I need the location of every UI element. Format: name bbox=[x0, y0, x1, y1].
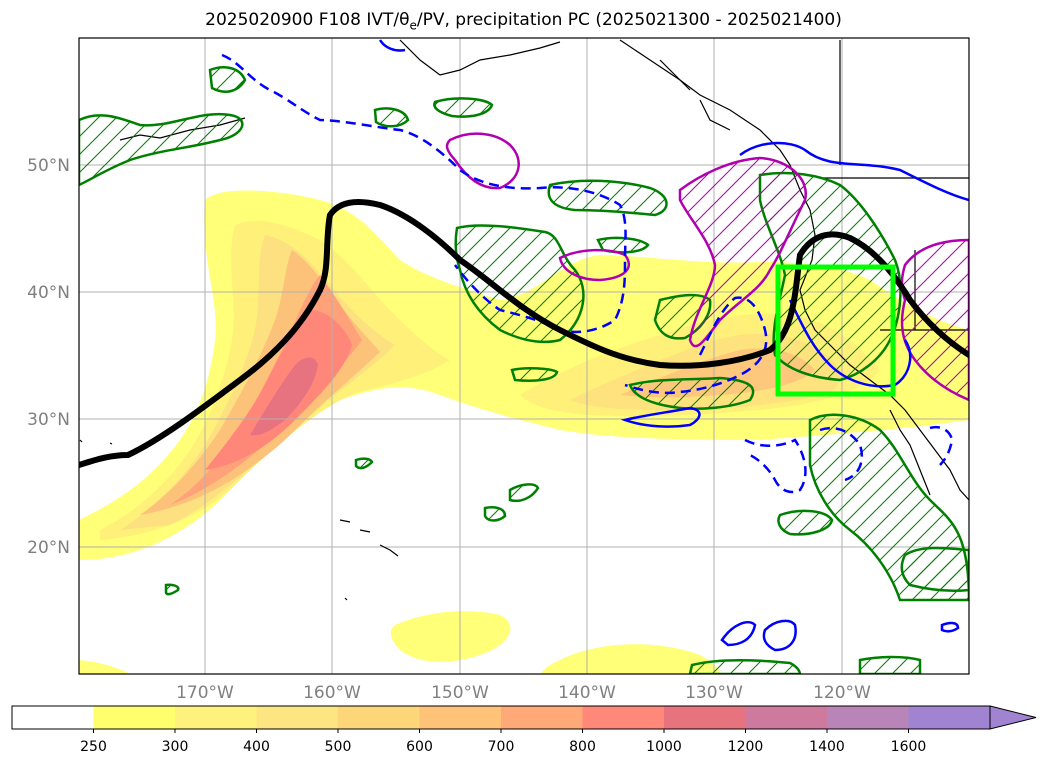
blue-solid-4 bbox=[720, 621, 757, 647]
colorbar-tick-label: 700 bbox=[488, 739, 515, 755]
colorbar: 250 300 400 500 600 700 800 1000 1200 1400 1600 bbox=[11, 705, 1037, 755]
magenta-contour-1 bbox=[445, 132, 520, 190]
blue-dashed-3 bbox=[744, 438, 807, 494]
lon-label-120w: 120°W bbox=[813, 683, 871, 703]
colorbar-tick-label: 1000 bbox=[646, 739, 682, 755]
colorbar-segment bbox=[501, 706, 583, 729]
ivt-main-1000 bbox=[250, 357, 318, 436]
lon-label-130w: 130°W bbox=[685, 683, 743, 703]
magenta-contour-2 bbox=[558, 248, 631, 282]
green-region-12 bbox=[433, 97, 494, 118]
colorbar-segment bbox=[256, 706, 339, 729]
colorbar-segment bbox=[908, 706, 991, 729]
green-region-7 bbox=[777, 509, 834, 536]
blue-solid-5 bbox=[762, 619, 797, 652]
colorbar-extend-arrow bbox=[989, 705, 1037, 730]
green-region-11 bbox=[858, 655, 922, 674]
longitude-labels: 170°W 160°W 150°W 140°W 130°W 120°W bbox=[176, 683, 871, 703]
green-region-4 bbox=[758, 171, 902, 382]
pv-contour-black bbox=[79, 199, 969, 468]
green-region-19 bbox=[354, 457, 374, 470]
blue-solid-3 bbox=[620, 406, 701, 428]
magenta-contour-3 bbox=[678, 156, 808, 348]
blue-solid-2 bbox=[788, 299, 912, 388]
green-region-15 bbox=[483, 506, 507, 522]
lat-label-20: 20°N bbox=[27, 538, 70, 558]
colorbar-tick-label: 500 bbox=[325, 739, 352, 755]
lon-label-140w: 140°W bbox=[558, 683, 616, 703]
colorbar-tick-label: 400 bbox=[243, 739, 270, 755]
magenta-contours bbox=[445, 132, 969, 402]
colorbar-segment bbox=[12, 706, 94, 729]
map-frame bbox=[78, 37, 970, 675]
colorbar-tick-label: 300 bbox=[162, 739, 189, 755]
green-region-14 bbox=[508, 483, 540, 503]
colorbar-segment bbox=[745, 706, 828, 729]
title-prefix: 2025020900 F108 IVT/θ bbox=[205, 10, 410, 30]
latitude-labels: 50°N 40°N 30°N 20°N bbox=[27, 156, 70, 558]
lon-label-170w: 170°W bbox=[176, 683, 234, 703]
colorbar-tick-label: 250 bbox=[80, 739, 107, 755]
title-suffix: /PV, precipitation PC (2025021300 - 2025… bbox=[416, 10, 842, 30]
green-hatch-regions bbox=[79, 66, 969, 674]
green-region-10 bbox=[688, 659, 802, 674]
lon-label-150w: 150°W bbox=[431, 683, 489, 703]
lat-label-30: 30°N bbox=[27, 410, 70, 430]
focus-box bbox=[775, 264, 896, 397]
blue-dashed-2 bbox=[624, 296, 768, 395]
colorbar-segment bbox=[827, 706, 909, 729]
green-region-16 bbox=[510, 367, 559, 382]
colorbar-segment bbox=[664, 706, 746, 729]
green-region-1 bbox=[79, 112, 244, 187]
colorbar-segment bbox=[582, 706, 665, 729]
colorbar-segment bbox=[175, 706, 257, 729]
map-area bbox=[79, 38, 969, 674]
lat-label-50: 50°N bbox=[27, 156, 70, 176]
colorbar-segment bbox=[419, 706, 502, 729]
colorbar-segment bbox=[93, 706, 176, 729]
colorbar-segment bbox=[338, 706, 420, 729]
green-region-8 bbox=[900, 546, 969, 593]
ivt-sw-250 bbox=[79, 660, 130, 674]
blue-solid-6 bbox=[940, 621, 960, 633]
colorbar-tick-label: 600 bbox=[406, 739, 433, 755]
green-region-2 bbox=[454, 224, 585, 344]
green-region-18 bbox=[164, 583, 180, 596]
blue-dashed-5 bbox=[929, 425, 954, 466]
lat-label-40: 40°N bbox=[27, 283, 70, 303]
green-region-9 bbox=[628, 376, 755, 410]
colorbar-tick-label: 1400 bbox=[809, 739, 845, 755]
colorbar-tick-label: 800 bbox=[569, 739, 596, 755]
map-title: 2025020900 F108 IVT/θe/PV, precipitation… bbox=[0, 10, 1047, 32]
blue-solid-7 bbox=[378, 39, 406, 52]
colorbar-tick-label: 1600 bbox=[891, 739, 927, 755]
ivt-south-250 bbox=[390, 611, 511, 662]
title-subscript: e bbox=[409, 18, 417, 33]
green-region-20 bbox=[208, 66, 247, 93]
ivt-south2-250 bbox=[540, 644, 720, 674]
green-region-13 bbox=[373, 107, 410, 128]
lon-label-160w: 160°W bbox=[303, 683, 361, 703]
blue-solid-1 bbox=[739, 141, 969, 202]
colorbar-tick-label: 1200 bbox=[728, 739, 764, 755]
